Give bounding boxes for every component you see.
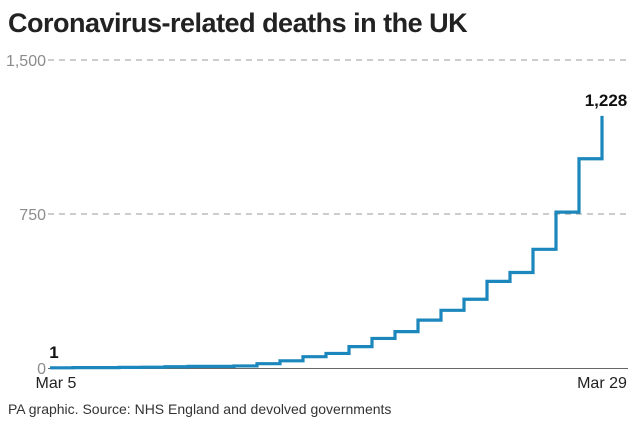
data-labels: 1 1,228: [49, 91, 627, 362]
chart-title: Coronavirus-related deaths in the UK: [8, 8, 468, 38]
y-axis-ticks: 0 750 1,500: [6, 53, 46, 378]
series-group: [50, 115, 604, 370]
grid-lines: [48, 59, 628, 215]
source-note: PA graphic. Source: NHS England and devo…: [8, 401, 391, 417]
y-tick-label: 1,500: [6, 53, 46, 70]
x-tick-start: Mar 5: [36, 375, 77, 392]
data-label: 1: [49, 343, 58, 362]
data-label: 1,228: [585, 91, 628, 110]
y-tick-label: 0: [37, 361, 46, 378]
series-line: [50, 115, 604, 370]
x-tick-end: Mar 29: [577, 375, 627, 392]
y-tick-label: 750: [19, 207, 46, 224]
